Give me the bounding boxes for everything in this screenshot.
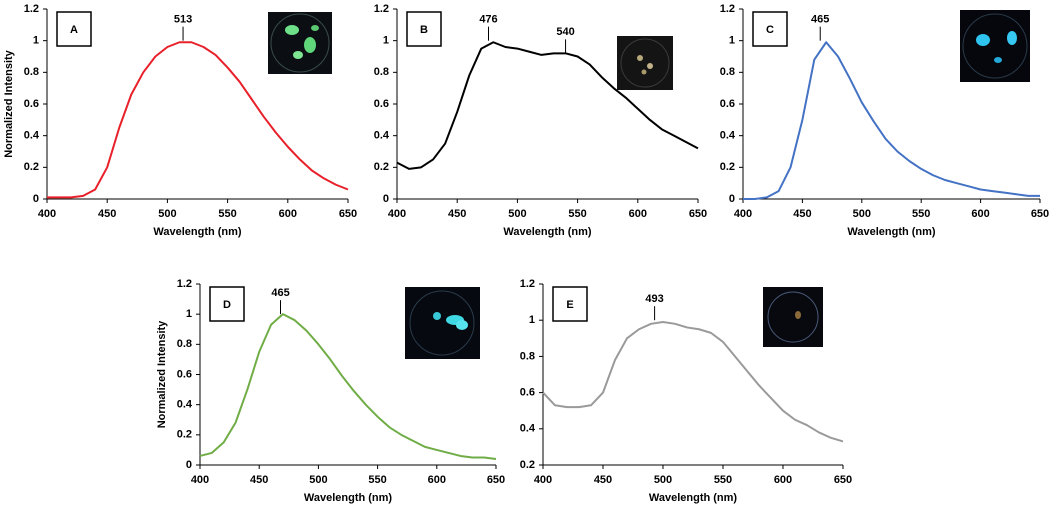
y-tick-label: 0.2 xyxy=(177,429,192,441)
panel-label-box xyxy=(209,286,245,322)
x-axis-label: Wavelength (nm) xyxy=(503,226,592,238)
panel-label: C xyxy=(766,24,774,36)
y-tick-label: 0 xyxy=(729,193,735,205)
x-tick-label: 650 xyxy=(1031,208,1049,220)
y-tick-label: 0.8 xyxy=(520,350,535,362)
y-axis-label: Normalized Intensity xyxy=(156,320,168,428)
x-tick-label: 450 xyxy=(98,208,116,220)
panel-label: D xyxy=(223,299,231,311)
peak-label: 493 xyxy=(645,293,663,305)
peak-label: 465 xyxy=(811,14,829,26)
data-line xyxy=(396,41,699,170)
peak-label: 476 xyxy=(479,14,497,26)
y-tick-label: 0.8 xyxy=(177,338,192,350)
y-tick-label: 0.6 xyxy=(177,368,192,380)
y-tick-label: 0.8 xyxy=(374,66,389,78)
x-tick-label: 450 xyxy=(250,474,268,486)
y-tick-label: 0.4 xyxy=(177,399,193,411)
inset-photo xyxy=(405,287,480,359)
y-tick-label: 0.8 xyxy=(720,66,735,78)
y-tick-label: 1 xyxy=(729,35,735,47)
y-tick-label: 0.6 xyxy=(520,387,535,399)
panel-label-box xyxy=(56,11,92,47)
inset-photo xyxy=(763,287,823,347)
x-tick-label: 400 xyxy=(734,208,752,220)
x-axis-label: Wavelength (nm) xyxy=(847,226,936,238)
peak-label: 513 xyxy=(174,14,192,26)
y-tick-label: 0.6 xyxy=(720,98,735,110)
y-tick-label: 0.4 xyxy=(374,130,390,142)
peak-label: 540 xyxy=(556,26,574,38)
y-tick-label: 0.4 xyxy=(720,130,736,142)
y-tick-label: 1.2 xyxy=(720,3,735,15)
y-tick-label: 0 xyxy=(186,459,192,471)
inset-photo xyxy=(617,36,673,90)
x-tick-label: 400 xyxy=(38,208,56,220)
panel-label-box xyxy=(406,11,442,47)
y-tick-label: 1 xyxy=(529,314,535,326)
y-tick-label: 1 xyxy=(186,308,192,320)
y-tick-label: 1.2 xyxy=(374,3,389,15)
panel-label: E xyxy=(566,299,573,311)
y-tick-label: 0.2 xyxy=(520,459,535,471)
y-tick-label: 1.2 xyxy=(24,3,39,15)
x-axis-label: Wavelength (nm) xyxy=(153,226,242,238)
x-tick-label: 600 xyxy=(279,208,297,220)
x-tick-label: 400 xyxy=(534,474,552,486)
y-tick-label: 0.2 xyxy=(24,161,39,173)
x-tick-label: 550 xyxy=(368,474,386,486)
y-tick-label: 0.4 xyxy=(24,130,40,142)
panel-label: B xyxy=(420,24,428,36)
y-tick-label: 0.6 xyxy=(24,98,39,110)
x-tick-label: 450 xyxy=(793,208,811,220)
x-tick-label: 550 xyxy=(568,208,586,220)
y-tick-label: 0.8 xyxy=(24,66,39,78)
x-tick-label: 600 xyxy=(629,208,647,220)
x-tick-label: 550 xyxy=(218,208,236,220)
y-tick-label: 0.2 xyxy=(374,161,389,173)
x-tick-label: 550 xyxy=(714,474,732,486)
x-tick-label: 600 xyxy=(774,474,792,486)
x-tick-label: 500 xyxy=(654,474,672,486)
y-tick-label: 0.4 xyxy=(520,423,536,435)
x-tick-label: 400 xyxy=(191,474,209,486)
y-axis-label: Normalized Intensity xyxy=(3,49,15,157)
y-tick-label: 0.2 xyxy=(720,161,735,173)
peak-label: 465 xyxy=(271,287,289,299)
x-tick-label: 450 xyxy=(594,474,612,486)
x-tick-label: 500 xyxy=(853,208,871,220)
inset-photo xyxy=(960,10,1030,82)
x-tick-label: 650 xyxy=(834,474,852,486)
data-line xyxy=(47,41,349,199)
y-tick-label: 1.2 xyxy=(520,278,535,290)
inset-photo xyxy=(268,12,332,74)
x-tick-label: 450 xyxy=(448,208,466,220)
y-tick-label: 0 xyxy=(33,193,39,205)
data-line xyxy=(542,321,844,443)
y-tick-label: 1 xyxy=(33,35,39,47)
panel-label-box xyxy=(552,286,588,322)
x-axis-label: Wavelength (nm) xyxy=(649,492,738,504)
x-tick-label: 600 xyxy=(971,208,989,220)
x-tick-label: 500 xyxy=(158,208,176,220)
y-tick-label: 0 xyxy=(383,193,389,205)
x-tick-label: 650 xyxy=(339,208,357,220)
x-tick-label: 400 xyxy=(388,208,406,220)
x-tick-label: 650 xyxy=(689,208,707,220)
x-tick-label: 550 xyxy=(912,208,930,220)
y-tick-label: 1.2 xyxy=(177,278,192,290)
x-tick-label: 650 xyxy=(487,474,505,486)
panel-label: A xyxy=(70,24,78,36)
y-tick-label: 0.6 xyxy=(374,98,389,110)
data-line xyxy=(743,41,1040,200)
panel-label-box xyxy=(752,11,788,47)
x-tick-label: 600 xyxy=(428,474,446,486)
x-axis-label: Wavelength (nm) xyxy=(304,492,393,504)
data-line xyxy=(199,313,497,460)
x-tick-label: 500 xyxy=(309,474,327,486)
x-tick-label: 500 xyxy=(508,208,526,220)
y-tick-label: 1 xyxy=(383,35,389,47)
